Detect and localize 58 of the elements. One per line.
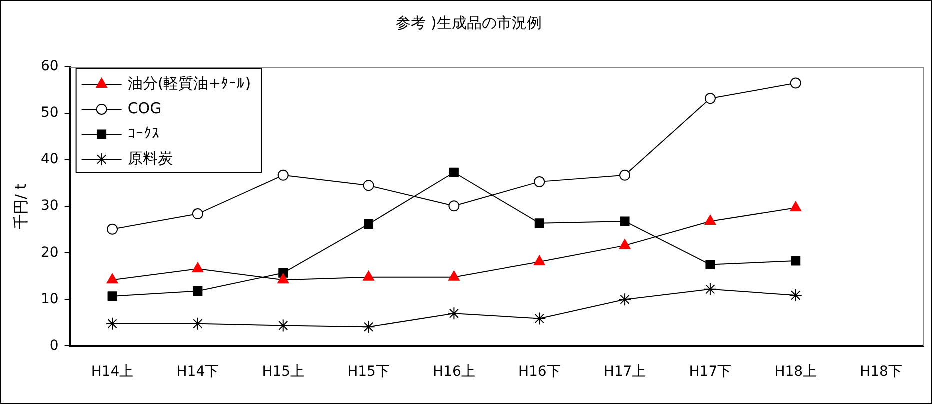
point (107, 224, 118, 235)
y-tick-label: 10 (40, 291, 59, 308)
legend-label: ｺｰｸｽ (128, 124, 160, 142)
x-tick-label: H14下 (176, 364, 220, 380)
x-tick-label: H14上 (91, 364, 134, 380)
point (449, 168, 459, 178)
point (363, 270, 374, 281)
legend-label: 原料炭 (128, 149, 173, 168)
point (789, 288, 802, 302)
point (790, 78, 802, 89)
point (362, 320, 376, 334)
point (193, 286, 203, 296)
y-tick-label: 0 (50, 338, 59, 354)
point (276, 319, 290, 332)
y-axis-title: 千円/ t (12, 184, 30, 230)
point (106, 274, 118, 284)
y-tick-label: 60 (40, 58, 59, 75)
point (278, 170, 289, 181)
point (363, 180, 374, 192)
y-tick-label: 20 (40, 244, 59, 261)
point (791, 256, 801, 266)
point (106, 317, 120, 330)
point (620, 216, 630, 226)
x-tick-label: H16下 (518, 364, 561, 380)
y-tick-label: 50 (40, 105, 59, 122)
point (534, 218, 544, 228)
x-tick-label: H16上 (433, 364, 476, 380)
point (192, 262, 204, 272)
legend-label: 油分(軽質油+ﾀｰﾙ) (128, 74, 252, 92)
point (364, 220, 374, 230)
point (448, 270, 460, 281)
point (448, 200, 460, 212)
point (534, 176, 546, 188)
point (533, 312, 546, 326)
x-tick-label: H18上 (774, 364, 818, 380)
point (704, 93, 716, 104)
legend-label: COG (128, 99, 162, 118)
point (191, 317, 204, 330)
x-tick-label: H17上 (604, 364, 646, 380)
point (620, 170, 631, 181)
point (704, 282, 717, 296)
y-tick-label: 30 (40, 198, 59, 214)
point (618, 293, 632, 306)
point (534, 255, 546, 266)
point (448, 307, 461, 320)
point (790, 201, 802, 212)
point (108, 292, 118, 302)
point (278, 274, 290, 284)
x-tick-label: H17下 (689, 364, 732, 380)
x-tick-label: H15上 (262, 364, 305, 380)
point (192, 208, 204, 220)
chart-title: 参考 )生成品の市況例 (396, 14, 542, 32)
y-tick-label: 40 (40, 152, 59, 168)
x-tick-label: H15下 (348, 364, 390, 380)
x-tick-label: H18下 (860, 364, 902, 380)
point (704, 214, 716, 225)
point (619, 239, 631, 250)
point (706, 260, 716, 270)
